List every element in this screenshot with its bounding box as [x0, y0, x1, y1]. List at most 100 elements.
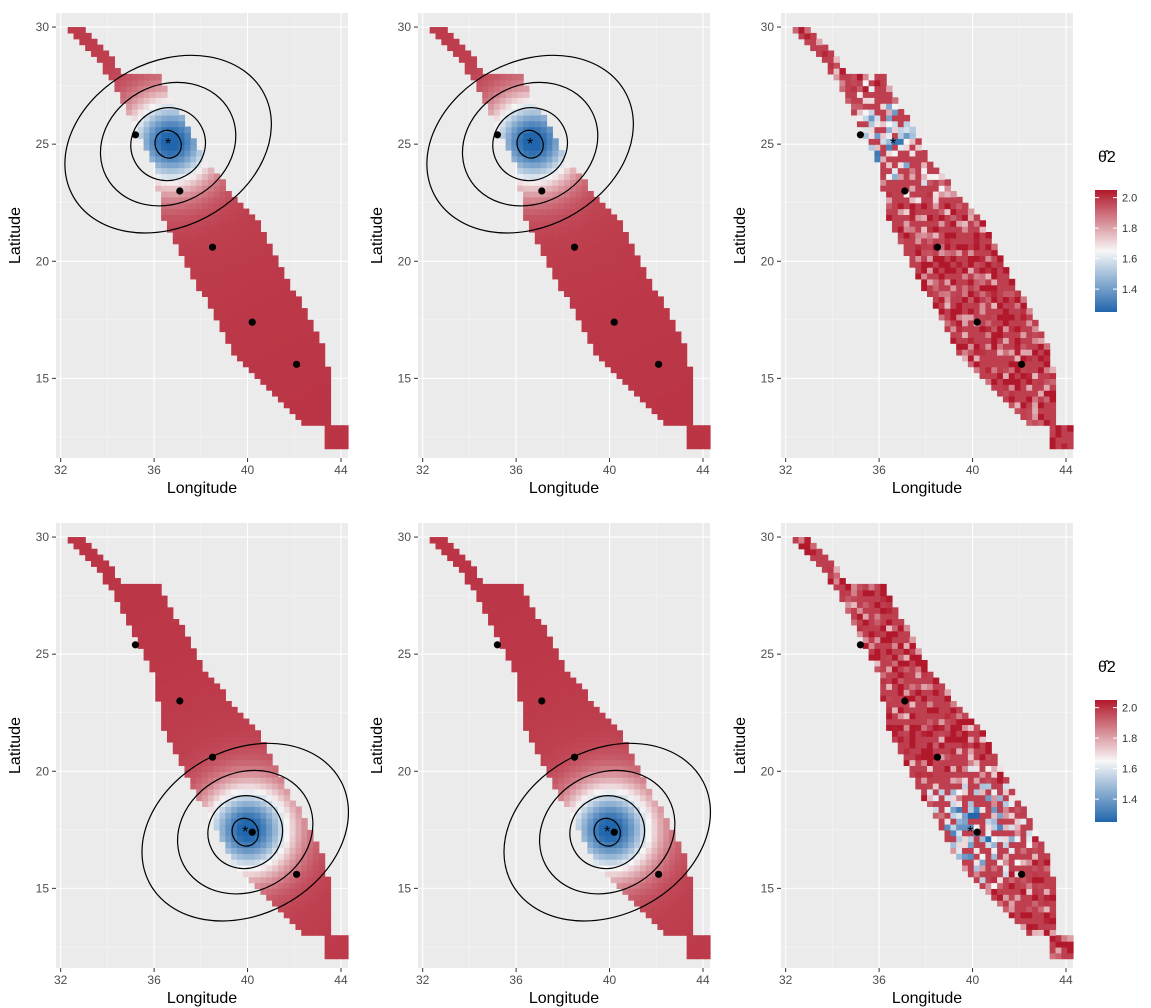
- heatmap-cell: [476, 79, 483, 87]
- heatmap-cell: [207, 724, 215, 731]
- heatmap-cell: [903, 724, 911, 731]
- heatmap-cell: [558, 724, 565, 731]
- heatmap-cell: [528, 648, 536, 655]
- heatmap-cell: [628, 888, 635, 895]
- heatmap-cell: [610, 255, 618, 262]
- heatmap-cell: [237, 712, 244, 720]
- heatmap-cell: [534, 730, 542, 737]
- heatmap-cell: [921, 196, 928, 204]
- heatmap-cell: [172, 660, 180, 667]
- heatmap-cell: [301, 407, 308, 415]
- heatmap-cell: [202, 261, 209, 268]
- heatmap-cell: [956, 331, 963, 338]
- heatmap-cell: [956, 302, 963, 309]
- heatmap-cell: [839, 595, 846, 603]
- heatmap-cell: [851, 595, 858, 603]
- heatmap-cell: [938, 782, 946, 790]
- heatmap-cell: [575, 689, 583, 696]
- heatmap-cell: [950, 296, 957, 303]
- heatmap-cell: [242, 841, 250, 848]
- heatmap-cell: [225, 325, 232, 333]
- heatmap-cell: [102, 572, 110, 579]
- heatmap-cell: [1026, 384, 1033, 391]
- heatmap-cell: [944, 794, 951, 802]
- heatmap-cell: [962, 202, 969, 210]
- heatmap-cell: [599, 771, 606, 778]
- heatmap-cell: [231, 343, 238, 350]
- heatmap-cell: [669, 870, 676, 878]
- heatmap-cell: [1014, 841, 1022, 848]
- heatmap-cell: [897, 665, 905, 673]
- heatmap-cell: [248, 243, 256, 251]
- heatmap-cell: [593, 859, 600, 866]
- heatmap-cell: [242, 818, 250, 825]
- heatmap-cell: [997, 829, 1004, 837]
- heatmap-cell: [610, 823, 618, 831]
- heatmap-cell: [546, 202, 553, 210]
- heatmap-cell: [663, 372, 670, 379]
- heatmap-cell: [587, 794, 594, 802]
- heatmap-cell: [991, 870, 998, 878]
- heatmap-cell: [587, 835, 594, 843]
- heatmap-cell: [324, 378, 332, 385]
- heatmap-cell: [962, 237, 969, 245]
- heatmap-cell: [604, 237, 612, 245]
- heatmap-cell: [991, 284, 998, 292]
- heatmap-cell: [950, 267, 957, 274]
- heatmap-cell: [967, 724, 975, 731]
- heatmap-cell: [85, 548, 92, 556]
- heatmap-cell: [1032, 876, 1039, 884]
- heatmap-cell: [295, 395, 302, 403]
- heatmap-cell: [891, 712, 899, 720]
- heatmap-cell: [903, 712, 911, 720]
- heatmap-cell: [874, 636, 881, 644]
- heatmap-cell: [301, 419, 308, 426]
- heatmap-cell: [166, 144, 174, 151]
- heatmap-cell: [213, 724, 221, 731]
- heatmap-cell: [219, 823, 226, 831]
- heatmap-cell: [880, 660, 887, 667]
- heatmap-cell: [645, 378, 653, 385]
- heatmap-cell: [225, 220, 232, 227]
- heatmap-cell: [324, 952, 332, 960]
- heatmap-cell: [932, 185, 940, 192]
- heatmap-cell: [149, 120, 156, 128]
- heatmap-cell: [534, 718, 542, 726]
- heatmap-cell: [897, 741, 905, 749]
- heatmap-cell: [1049, 401, 1057, 409]
- heatmap-cell: [1026, 864, 1033, 872]
- heatmap-cell: [1049, 888, 1057, 895]
- heatmap-cell: [505, 607, 513, 614]
- heatmap-cell: [161, 601, 168, 608]
- heatmap-cell: [575, 794, 583, 802]
- heatmap-cell: [967, 214, 975, 221]
- heatmap-cell: [593, 829, 600, 837]
- heatmap-cell: [903, 126, 911, 134]
- heatmap-cell: [921, 683, 928, 690]
- heatmap-cell: [202, 167, 209, 175]
- heatmap-cell: [950, 759, 957, 767]
- heatmap-cell: [523, 665, 530, 673]
- heatmap-cell: [517, 583, 524, 591]
- heatmap-cell: [874, 630, 881, 638]
- heatmap-cell: [663, 882, 670, 889]
- heatmap-cell: [581, 695, 588, 702]
- heatmap-cell: [985, 261, 992, 268]
- heatmap-cell: [979, 319, 986, 327]
- heatmap-cell: [903, 665, 911, 673]
- heatmap-cell: [295, 325, 302, 333]
- heatmap-cell: [856, 613, 864, 620]
- heatmap-cell: [610, 753, 618, 761]
- heatmap-cell: [464, 62, 472, 69]
- heatmap-cell: [587, 800, 594, 807]
- heatmap-cell: [886, 167, 893, 175]
- heatmap-cell: [599, 730, 606, 737]
- heatmap-cell: [207, 272, 215, 280]
- heatmap-cell: [266, 296, 273, 303]
- heatmap-cell: [593, 308, 600, 315]
- heatmap-cell: [575, 255, 583, 262]
- heatmap-cell: [622, 882, 629, 889]
- heatmap-cell: [546, 161, 553, 169]
- heatmap-cell: [552, 249, 559, 257]
- heatmap-cell: [1043, 419, 1051, 426]
